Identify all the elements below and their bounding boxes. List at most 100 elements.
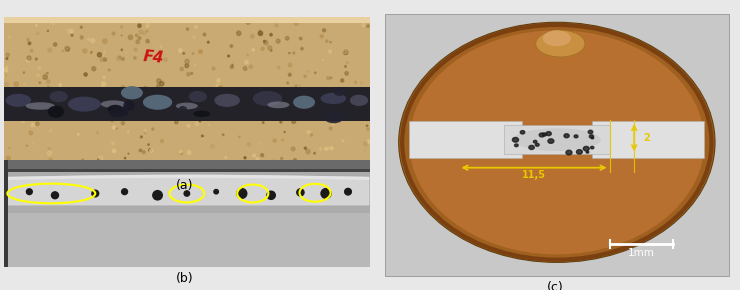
Circle shape xyxy=(103,39,107,43)
Circle shape xyxy=(160,81,164,86)
Circle shape xyxy=(292,119,295,124)
Circle shape xyxy=(147,26,148,27)
Circle shape xyxy=(306,26,308,27)
Circle shape xyxy=(124,157,126,159)
Circle shape xyxy=(591,146,593,149)
Circle shape xyxy=(14,82,18,86)
Ellipse shape xyxy=(293,96,315,109)
Circle shape xyxy=(47,86,50,88)
Circle shape xyxy=(144,129,147,131)
Circle shape xyxy=(546,132,551,136)
Circle shape xyxy=(98,52,101,57)
Circle shape xyxy=(104,51,105,52)
Circle shape xyxy=(128,153,129,154)
Circle shape xyxy=(338,20,339,21)
Circle shape xyxy=(361,82,362,83)
Circle shape xyxy=(295,166,299,170)
Circle shape xyxy=(228,55,229,57)
Circle shape xyxy=(62,50,64,52)
Circle shape xyxy=(249,65,252,68)
Circle shape xyxy=(251,35,254,38)
Circle shape xyxy=(87,163,89,165)
FancyBboxPatch shape xyxy=(409,121,522,158)
Circle shape xyxy=(325,146,329,150)
Circle shape xyxy=(323,29,326,32)
Circle shape xyxy=(155,18,159,21)
Circle shape xyxy=(588,130,593,134)
Circle shape xyxy=(246,20,250,24)
Circle shape xyxy=(214,189,218,194)
Circle shape xyxy=(84,41,85,42)
Circle shape xyxy=(9,147,10,148)
Circle shape xyxy=(100,58,104,61)
Circle shape xyxy=(114,168,115,169)
Ellipse shape xyxy=(47,106,64,118)
Ellipse shape xyxy=(5,94,31,107)
Circle shape xyxy=(121,49,123,50)
Circle shape xyxy=(232,64,233,65)
Circle shape xyxy=(53,43,57,46)
Ellipse shape xyxy=(50,91,68,102)
Circle shape xyxy=(121,57,124,60)
Circle shape xyxy=(91,51,92,53)
Circle shape xyxy=(300,48,303,50)
Circle shape xyxy=(87,130,90,133)
Circle shape xyxy=(35,30,38,33)
Circle shape xyxy=(90,53,92,54)
Circle shape xyxy=(5,163,7,165)
Circle shape xyxy=(293,159,297,162)
Circle shape xyxy=(263,41,268,45)
Circle shape xyxy=(362,21,365,23)
Circle shape xyxy=(181,18,184,21)
Circle shape xyxy=(304,147,306,149)
Circle shape xyxy=(103,54,104,56)
Circle shape xyxy=(219,160,223,164)
Circle shape xyxy=(65,47,70,51)
Circle shape xyxy=(139,149,141,152)
Circle shape xyxy=(260,154,263,157)
Circle shape xyxy=(27,56,31,60)
Circle shape xyxy=(583,146,589,151)
Ellipse shape xyxy=(253,91,282,106)
Circle shape xyxy=(142,151,145,154)
Circle shape xyxy=(42,59,45,62)
Circle shape xyxy=(152,128,154,130)
Circle shape xyxy=(191,72,192,74)
Circle shape xyxy=(330,147,333,150)
Circle shape xyxy=(84,51,85,52)
Circle shape xyxy=(343,163,346,166)
Circle shape xyxy=(566,150,572,155)
Circle shape xyxy=(47,151,52,155)
Circle shape xyxy=(121,189,127,195)
Circle shape xyxy=(38,47,40,49)
Circle shape xyxy=(21,120,24,123)
Circle shape xyxy=(187,124,189,127)
Circle shape xyxy=(121,162,124,165)
Circle shape xyxy=(11,147,13,149)
Circle shape xyxy=(261,47,264,50)
FancyBboxPatch shape xyxy=(4,17,370,89)
Circle shape xyxy=(345,66,346,67)
Circle shape xyxy=(256,56,260,60)
Circle shape xyxy=(343,50,348,55)
Circle shape xyxy=(343,50,347,54)
Circle shape xyxy=(586,151,589,153)
Circle shape xyxy=(122,122,123,124)
Circle shape xyxy=(13,17,16,20)
Circle shape xyxy=(278,66,280,68)
Circle shape xyxy=(146,39,149,43)
Circle shape xyxy=(201,135,204,137)
Circle shape xyxy=(237,31,241,35)
Circle shape xyxy=(542,133,546,136)
Ellipse shape xyxy=(143,95,172,110)
Ellipse shape xyxy=(176,103,198,109)
FancyBboxPatch shape xyxy=(4,17,370,23)
Circle shape xyxy=(26,59,30,62)
Ellipse shape xyxy=(121,86,143,99)
Circle shape xyxy=(116,128,117,129)
Text: (b): (b) xyxy=(176,272,194,285)
Circle shape xyxy=(548,139,554,143)
Circle shape xyxy=(539,133,545,137)
Circle shape xyxy=(108,69,110,71)
Circle shape xyxy=(132,68,134,70)
